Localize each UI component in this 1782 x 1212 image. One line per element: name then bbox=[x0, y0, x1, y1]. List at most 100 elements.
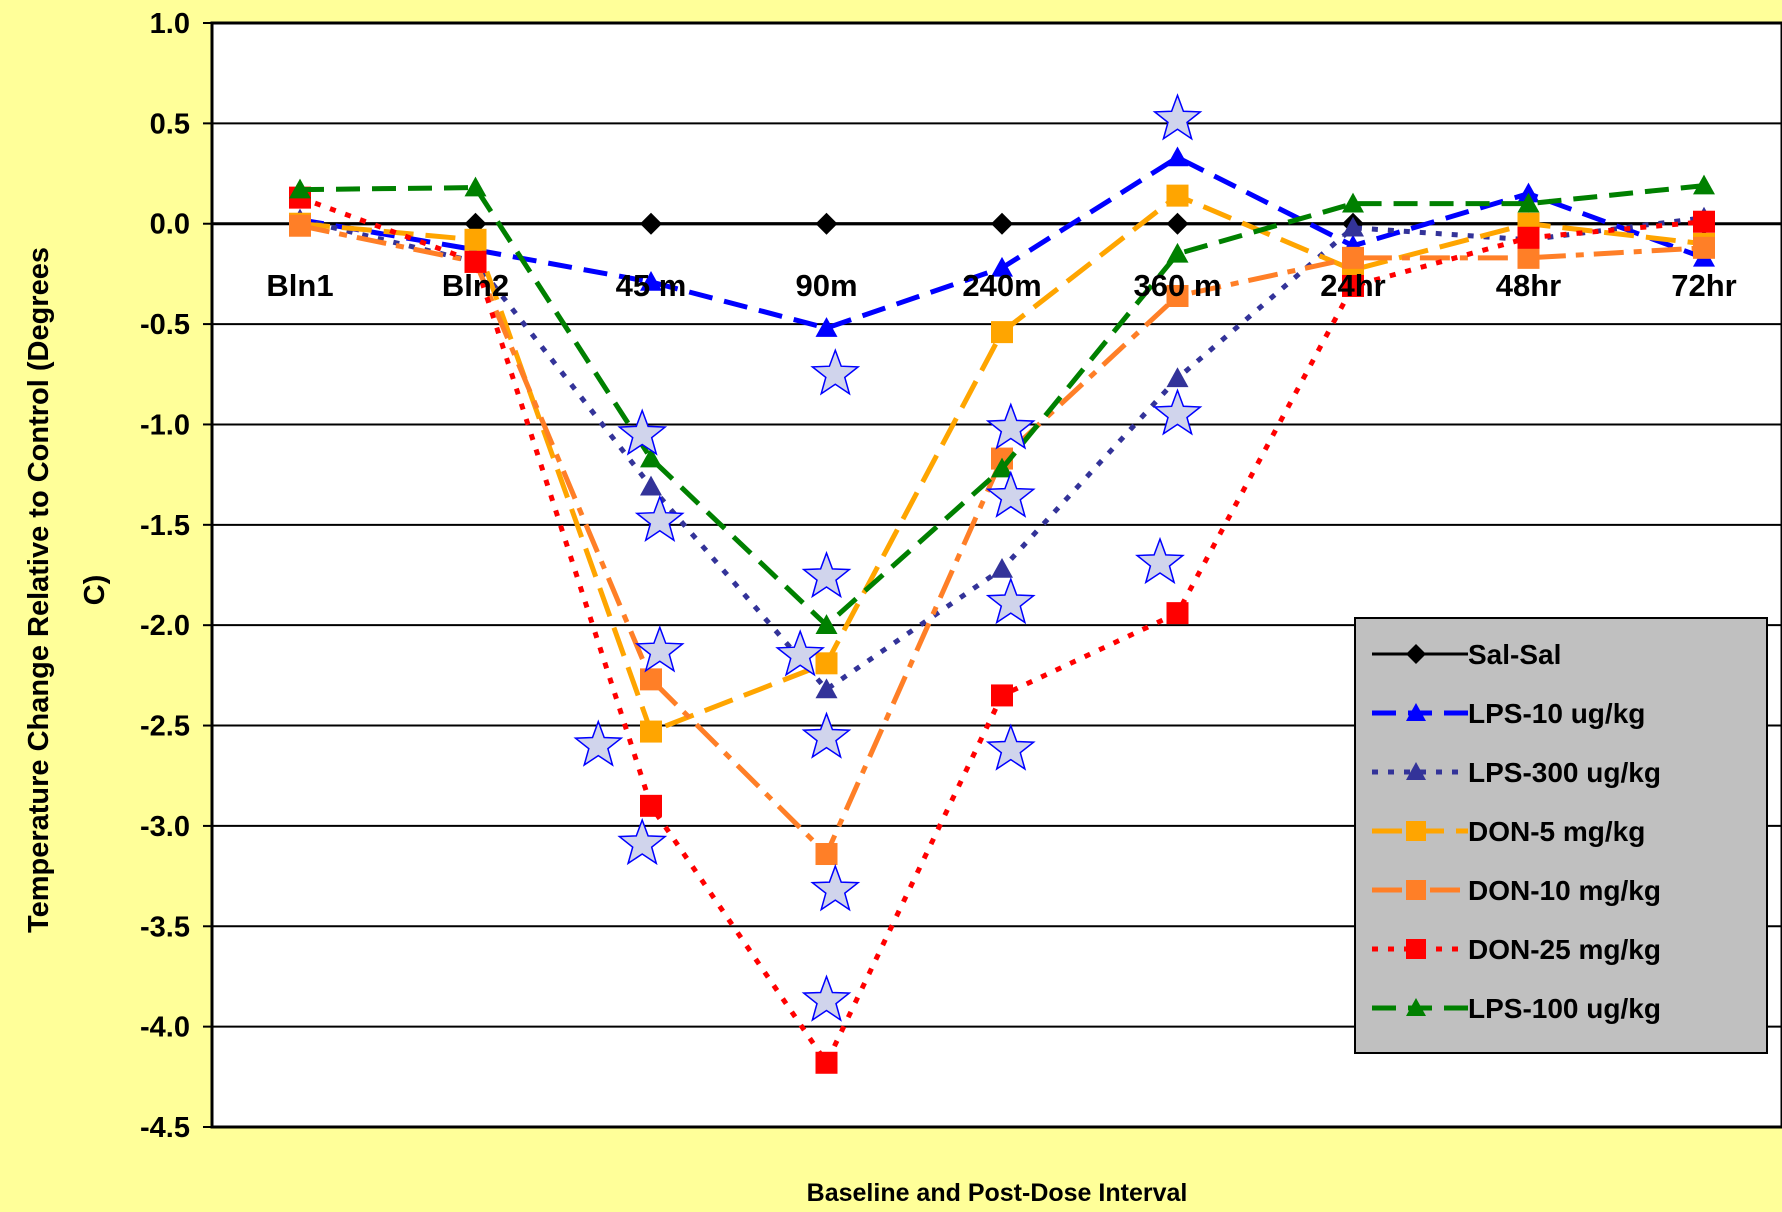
y-tick-label: -4.5 bbox=[140, 1112, 190, 1144]
data-point bbox=[1517, 192, 1540, 213]
data-point bbox=[640, 212, 662, 235]
y-tick-label: -1.0 bbox=[140, 409, 190, 441]
significance-star bbox=[801, 974, 852, 1022]
data-point bbox=[640, 720, 662, 743]
x-tick-label: 24hr bbox=[1320, 268, 1385, 303]
x-tick-label: 45 m bbox=[616, 268, 687, 303]
legend-item: LPS-10 ug/kg bbox=[1372, 698, 1645, 729]
legend-label: DON-25 mg/kg bbox=[1468, 934, 1661, 965]
data-point bbox=[1693, 174, 1715, 195]
significance-star bbox=[617, 408, 668, 456]
data-point bbox=[1342, 246, 1364, 269]
data-point bbox=[815, 1051, 838, 1074]
data-point bbox=[640, 794, 662, 817]
legend-marker bbox=[1406, 880, 1426, 900]
data-point bbox=[815, 678, 838, 699]
legend-label: DON-10 mg/kg bbox=[1468, 875, 1661, 906]
significance-stars bbox=[573, 93, 1203, 1022]
y-axis-title: Temperature Change Relative to Control (… bbox=[23, 247, 111, 933]
x-tick-label: 360 m bbox=[1134, 268, 1222, 303]
x-axis-title: Baseline and Post-Dose Interval bbox=[807, 1179, 1188, 1207]
data-point bbox=[464, 176, 487, 197]
legend-marker bbox=[1406, 762, 1426, 780]
data-point bbox=[1166, 602, 1189, 625]
data-point bbox=[640, 668, 662, 691]
legend-item: DON-25 mg/kg bbox=[1372, 934, 1661, 965]
significance-star bbox=[634, 494, 685, 542]
legend-label: LPS-100 ug/kg bbox=[1468, 993, 1661, 1024]
legend-marker bbox=[1406, 703, 1426, 721]
data-point bbox=[1517, 226, 1540, 249]
legend-item: DON-10 mg/kg bbox=[1372, 875, 1661, 906]
data-point bbox=[991, 457, 1013, 478]
legend-marker bbox=[1406, 821, 1426, 841]
data-point bbox=[815, 317, 838, 337]
data-point bbox=[1166, 146, 1189, 167]
significance-star bbox=[810, 348, 861, 396]
legend-label: LPS-10 ug/kg bbox=[1468, 698, 1645, 729]
series-don-10-mg-kg bbox=[289, 214, 1715, 866]
y-axis-title-line-2: C) bbox=[79, 575, 111, 606]
data-point bbox=[1693, 236, 1715, 259]
data-point bbox=[640, 475, 662, 496]
y-tick-label: -0.5 bbox=[140, 309, 190, 341]
significance-star bbox=[1152, 388, 1203, 436]
y-tick-label: -2.5 bbox=[140, 711, 190, 743]
y-tick-label: -4.0 bbox=[140, 1012, 190, 1044]
data-point bbox=[1166, 367, 1189, 388]
data-point bbox=[991, 212, 1013, 235]
data-point bbox=[1166, 242, 1189, 263]
data-point bbox=[1517, 182, 1540, 203]
data-point bbox=[1342, 192, 1364, 213]
x-axis-ticks: Bln1 Bln2 45 m 90m 240m 360 m 24hr 48hr 72hr bbox=[266, 268, 1736, 303]
data-point bbox=[991, 684, 1013, 707]
data-point bbox=[1517, 246, 1540, 269]
x-tick-label: Bln2 bbox=[442, 268, 509, 303]
legend-item: Sal-Sal bbox=[1372, 639, 1561, 670]
data-point bbox=[815, 212, 838, 235]
y-tick-label: 0.5 bbox=[150, 108, 190, 140]
legend-label: LPS-300 ug/kg bbox=[1468, 757, 1661, 788]
significance-star bbox=[634, 625, 685, 673]
series-line bbox=[299, 223, 1705, 859]
significance-star bbox=[775, 629, 826, 677]
data-point bbox=[991, 557, 1013, 578]
data-point bbox=[640, 447, 662, 468]
y-tick-label: 1.0 bbox=[150, 8, 190, 40]
legend-item: DON-5 mg/kg bbox=[1372, 816, 1645, 847]
data-point bbox=[1166, 184, 1189, 207]
data-point bbox=[289, 178, 311, 199]
legend: Sal-Sal LPS-10 ug/kg LPS-300 ug/kg DON-5 mg… bbox=[1354, 617, 1768, 1054]
y-tick-label: -3.5 bbox=[140, 911, 190, 943]
legend-label: DON-5 mg/kg bbox=[1468, 816, 1645, 847]
y-axis-ticks: 1.0 0.5 0.0 -0.5 -1.0 -1.5 -2.0 -2.5 -3.0 -3.5 -4.… bbox=[140, 8, 212, 1144]
significance-star bbox=[985, 402, 1036, 450]
data-point bbox=[640, 270, 662, 291]
data-point bbox=[1166, 284, 1189, 307]
legend-label: Sal-Sal bbox=[1468, 639, 1561, 670]
series-lines bbox=[289, 146, 1715, 1074]
data-point bbox=[815, 652, 838, 675]
y-tick-label: -3.0 bbox=[140, 811, 190, 843]
significance-star bbox=[617, 817, 668, 866]
data-point bbox=[1342, 274, 1364, 297]
significance-star bbox=[985, 470, 1036, 518]
legend-item: LPS-100 ug/kg bbox=[1372, 993, 1661, 1024]
data-point bbox=[815, 843, 838, 866]
x-tick-label: 240m bbox=[962, 268, 1041, 303]
significance-star bbox=[573, 719, 624, 767]
x-tick-label: 48hr bbox=[1496, 268, 1561, 303]
y-tick-label: -2.0 bbox=[140, 610, 190, 642]
y-tick-label: -1.5 bbox=[140, 510, 190, 542]
y-tick-label: 0.0 bbox=[150, 209, 190, 241]
data-point bbox=[1166, 212, 1189, 235]
legend-marker bbox=[1406, 998, 1426, 1016]
x-tick-label: Bln1 bbox=[266, 268, 333, 303]
significance-star bbox=[810, 863, 861, 912]
significance-star bbox=[985, 723, 1036, 771]
data-point bbox=[1342, 216, 1364, 237]
data-point bbox=[464, 250, 487, 273]
significance-star bbox=[1135, 536, 1185, 585]
